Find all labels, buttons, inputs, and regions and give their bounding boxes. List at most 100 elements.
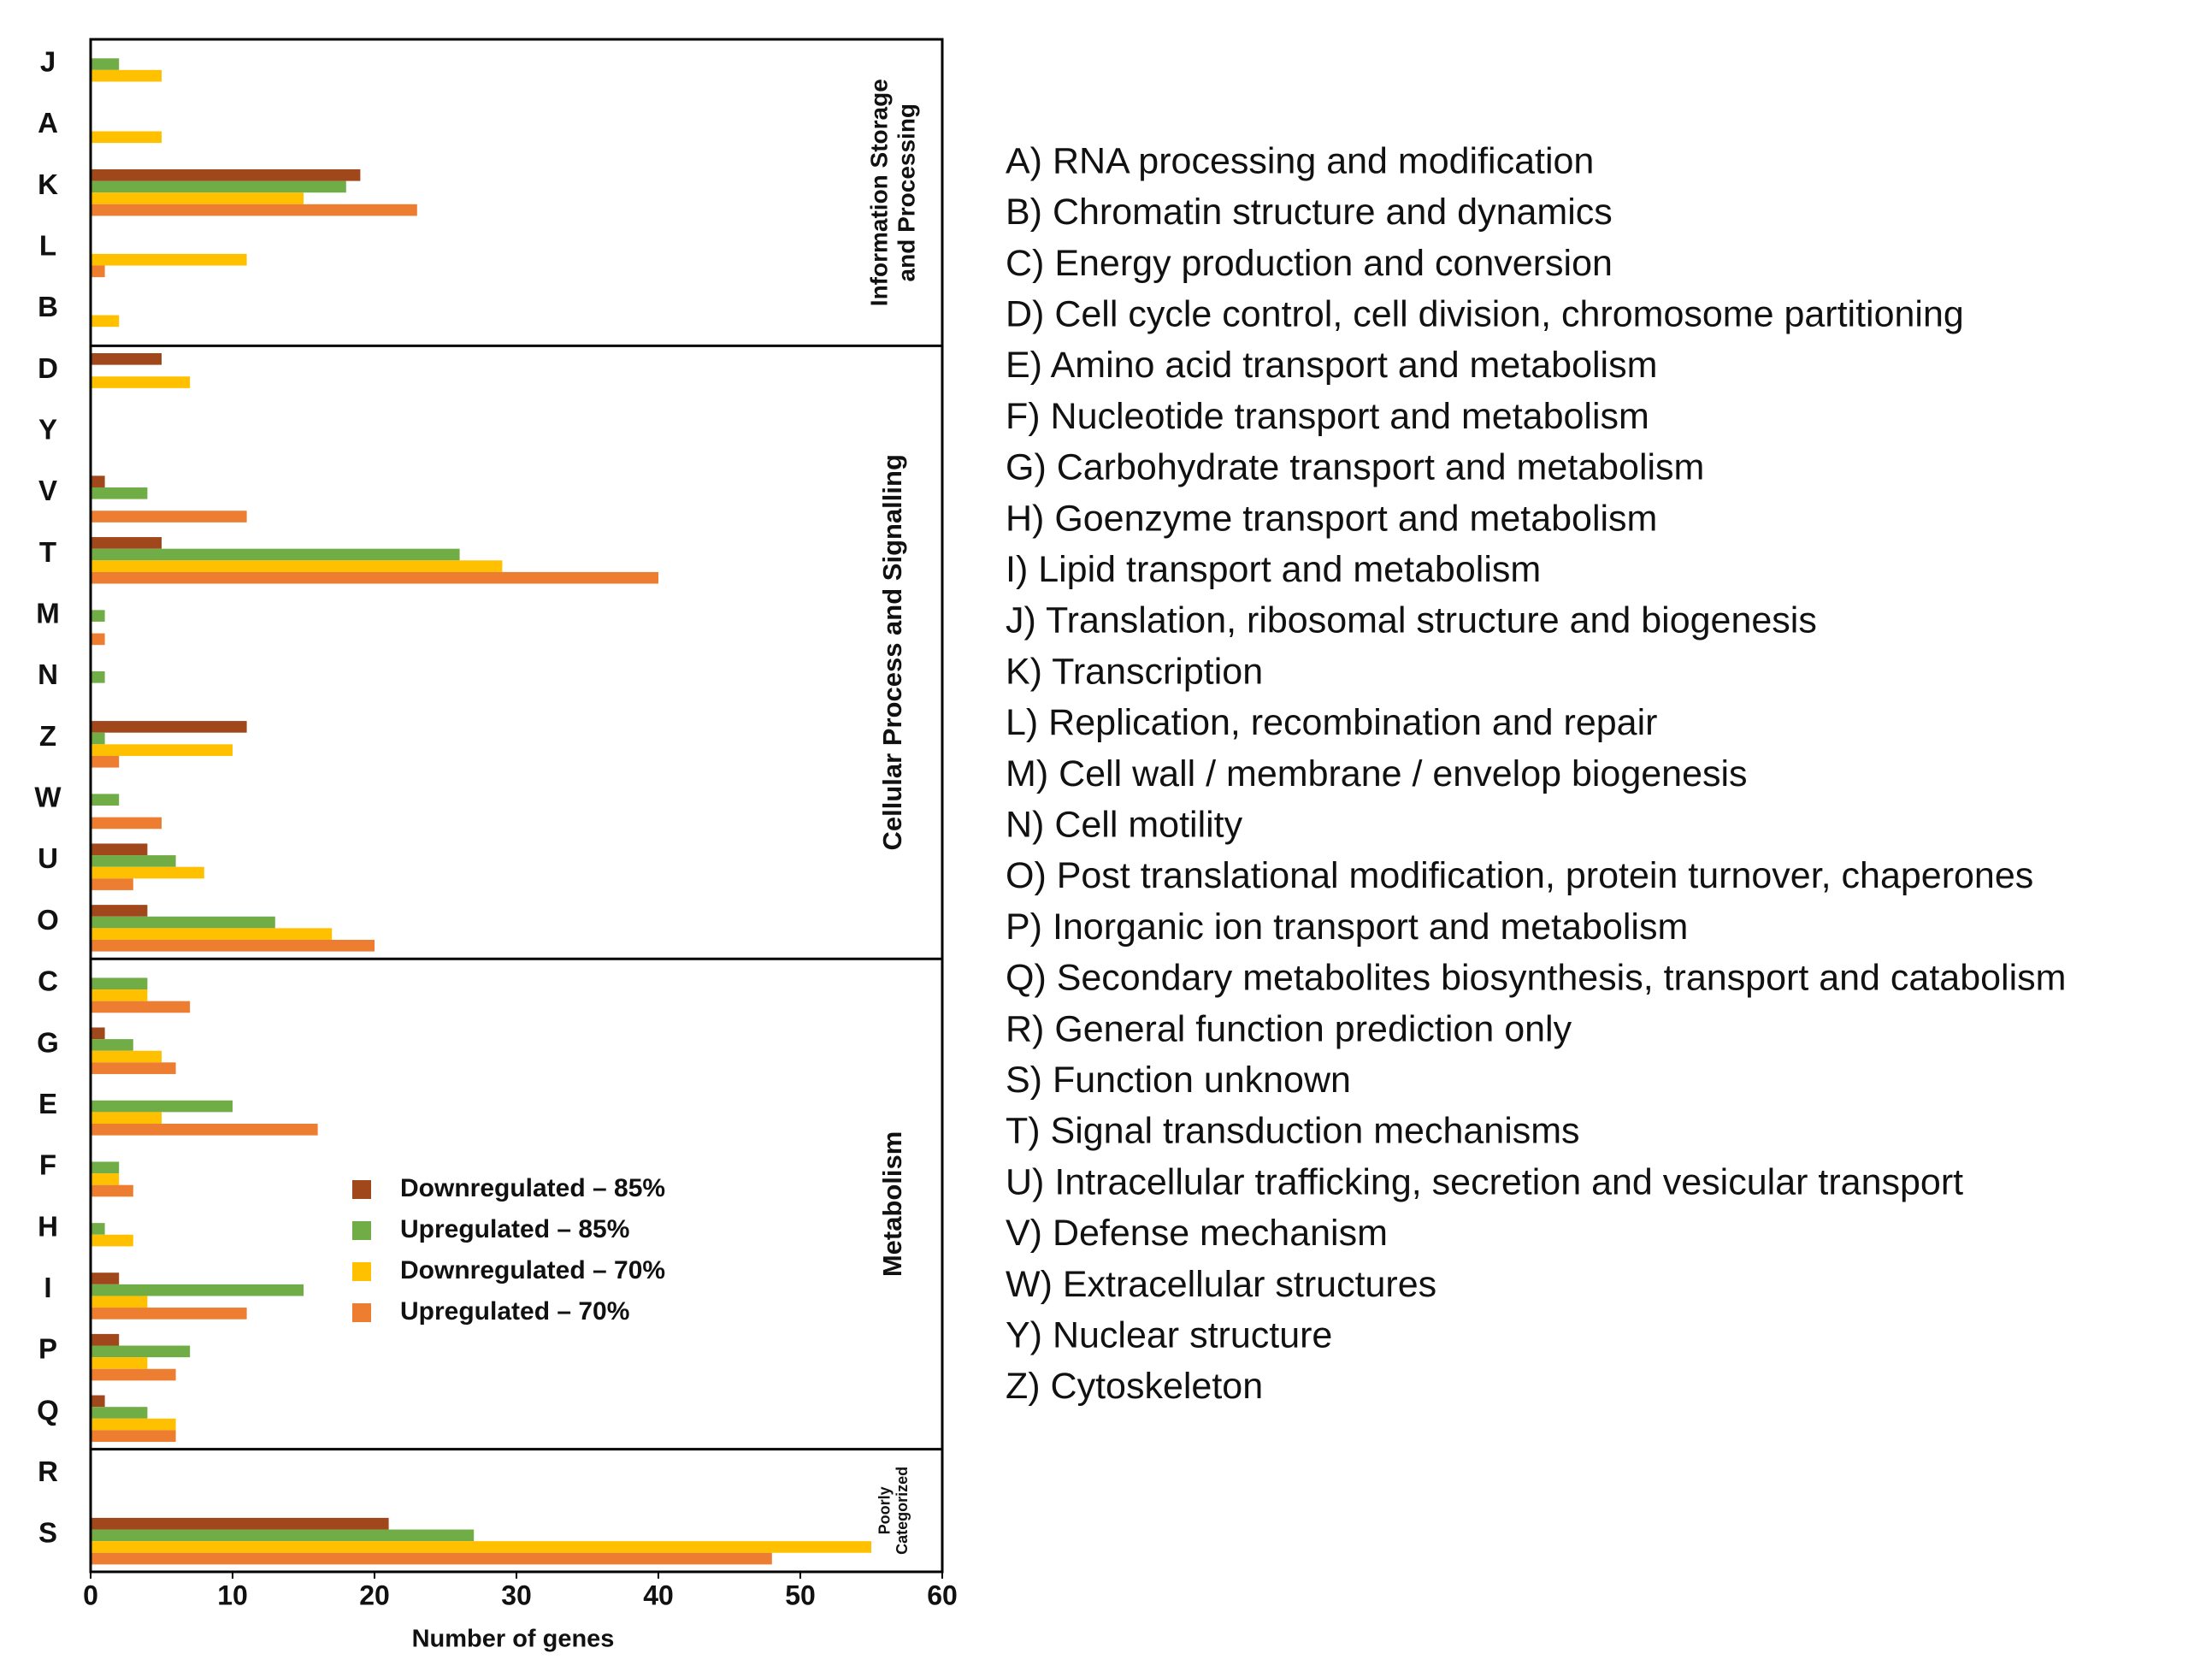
legend-swatch bbox=[352, 1262, 371, 1281]
group-label: Information Storage bbox=[865, 79, 892, 306]
description: U) Intracellular trafficking, secretion … bbox=[1006, 1161, 1963, 1202]
y-tick-label: T bbox=[39, 536, 56, 568]
bar bbox=[91, 1100, 233, 1113]
group-label: Cellular Process and Signalling bbox=[877, 454, 907, 850]
description: S) Function unknown bbox=[1006, 1060, 1351, 1101]
bar bbox=[91, 1357, 148, 1369]
y-tick-label: O bbox=[37, 904, 59, 936]
plot-frame bbox=[89, 38, 944, 1574]
bar bbox=[91, 1308, 247, 1320]
bar bbox=[91, 610, 105, 622]
bar bbox=[91, 548, 460, 561]
x-tick-label: 50 bbox=[785, 1580, 816, 1610]
bar bbox=[91, 989, 148, 1001]
bar bbox=[91, 1541, 871, 1553]
description: D) Cell cycle control, cell division, ch… bbox=[1006, 293, 1964, 334]
bar bbox=[91, 878, 133, 890]
bar bbox=[91, 1001, 191, 1013]
bar bbox=[91, 1333, 120, 1346]
y-tick-label: N bbox=[38, 658, 58, 690]
group-label: Categorized bbox=[894, 1467, 911, 1555]
description: A) RNA processing and modification bbox=[1006, 140, 1594, 181]
bar bbox=[91, 1161, 120, 1174]
bar bbox=[91, 265, 105, 278]
bar bbox=[91, 1062, 176, 1074]
bar bbox=[91, 1345, 191, 1358]
bar bbox=[91, 1552, 772, 1565]
y-tick-label: P bbox=[38, 1333, 57, 1365]
bar bbox=[91, 1039, 133, 1051]
description: P) Inorganic ion transport and metabolis… bbox=[1006, 906, 1688, 948]
y-tick-label: F bbox=[39, 1149, 56, 1181]
bar bbox=[91, 794, 120, 806]
description: K) Transcription bbox=[1006, 651, 1263, 692]
description: E) Amino acid transport and metabolism bbox=[1006, 345, 1657, 386]
x-tick-label: 20 bbox=[359, 1580, 390, 1610]
bar bbox=[91, 180, 346, 193]
bar bbox=[91, 253, 247, 266]
description: G) Carbohydrate transport and metabolism bbox=[1006, 447, 1704, 488]
y-tick-label: W bbox=[34, 782, 62, 813]
description: J) Translation, ribosomal structure and … bbox=[1006, 600, 1817, 641]
y-tick-label: Y bbox=[38, 413, 57, 445]
legend-swatch bbox=[352, 1180, 371, 1199]
bar bbox=[91, 1284, 304, 1296]
y-tick-label: R bbox=[38, 1456, 58, 1487]
legend-swatch bbox=[352, 1303, 371, 1322]
bar bbox=[91, 817, 162, 830]
description: B) Chromatin structure and dynamics bbox=[1006, 192, 1613, 233]
x-tick-label: 0 bbox=[83, 1580, 98, 1610]
bar bbox=[91, 1418, 176, 1431]
bar bbox=[91, 1173, 120, 1185]
bar bbox=[91, 69, 162, 82]
bar bbox=[91, 168, 361, 181]
x-tick-label: 10 bbox=[217, 1580, 248, 1610]
y-tick-label: J bbox=[40, 45, 56, 77]
bar bbox=[91, 732, 105, 745]
bar bbox=[91, 1395, 105, 1408]
description: Y) Nuclear structure bbox=[1006, 1314, 1332, 1355]
y-tick-label: A bbox=[38, 107, 58, 139]
x-tick-label: 40 bbox=[643, 1580, 674, 1610]
bar bbox=[91, 1124, 318, 1136]
bar bbox=[91, 192, 304, 204]
bar bbox=[91, 1529, 475, 1542]
bar bbox=[91, 571, 658, 584]
bar bbox=[91, 475, 105, 487]
bar bbox=[91, 204, 417, 216]
bar bbox=[91, 131, 162, 144]
description: R) General function prediction only bbox=[1006, 1008, 1572, 1049]
description: V) Defense mechanism bbox=[1006, 1213, 1388, 1254]
bar bbox=[91, 353, 162, 365]
description: Z) Cytoskeleton bbox=[1006, 1366, 1263, 1407]
bar bbox=[91, 1184, 133, 1197]
description: C) Energy production and conversion bbox=[1006, 243, 1613, 284]
bar bbox=[91, 487, 148, 499]
bar bbox=[91, 58, 120, 70]
bar bbox=[91, 866, 204, 879]
legend-label: Upregulated – 85% bbox=[400, 1215, 629, 1243]
bar bbox=[91, 1407, 148, 1419]
legend-label: Upregulated – 70% bbox=[400, 1297, 629, 1326]
bar bbox=[91, 744, 233, 756]
bar bbox=[91, 939, 375, 952]
y-tick-label: B bbox=[38, 291, 58, 322]
bar bbox=[91, 928, 333, 940]
bar bbox=[91, 1050, 162, 1063]
bar bbox=[91, 671, 105, 683]
y-tick-label: H bbox=[38, 1210, 58, 1242]
x-tick-label: 30 bbox=[501, 1580, 532, 1610]
description: M) Cell wall / membrane / envelop biogen… bbox=[1006, 753, 1748, 794]
bar bbox=[91, 1234, 133, 1247]
group-label: Poorly bbox=[876, 1486, 893, 1534]
group-label: and Processing bbox=[893, 103, 919, 282]
y-tick-label: M bbox=[36, 598, 60, 629]
y-tick-label: K bbox=[38, 168, 58, 200]
y-tick-label: Q bbox=[37, 1394, 59, 1426]
y-tick-label: S bbox=[38, 1517, 57, 1549]
legend-swatch bbox=[352, 1221, 371, 1240]
legend-label: Downregulated – 85% bbox=[400, 1174, 665, 1202]
group-label: Metabolism bbox=[877, 1131, 907, 1278]
bar bbox=[91, 855, 176, 867]
